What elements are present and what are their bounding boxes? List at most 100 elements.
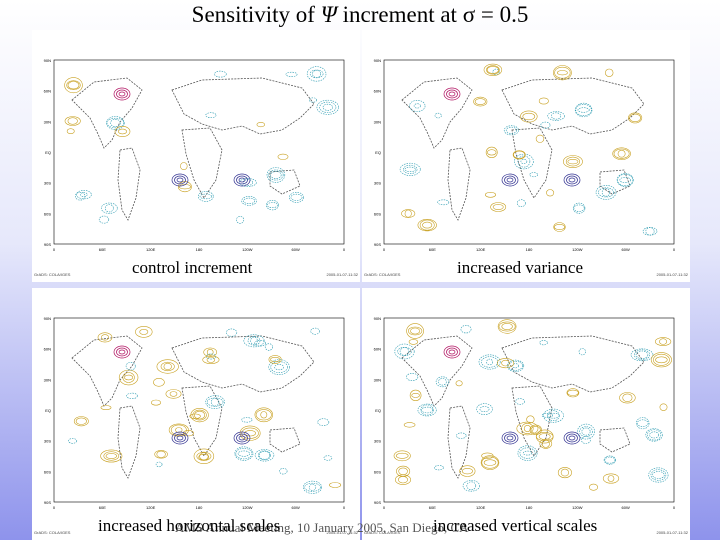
positive-contour [659, 338, 667, 345]
negative-contour [322, 103, 333, 111]
negative-contour [456, 432, 467, 439]
latitude-label: 60N [374, 89, 381, 94]
positive-contour [407, 326, 423, 336]
latitude-label: 60N [44, 347, 51, 352]
continent-outline [501, 335, 645, 393]
negative-contour [254, 449, 275, 462]
positive-contour [461, 468, 473, 475]
longitude-label: 60W [622, 505, 630, 510]
positive-contour [395, 452, 409, 459]
positive-contour [105, 453, 117, 459]
positive-contour [422, 221, 433, 229]
negative-contour [74, 192, 86, 201]
latitude-label: 60S [374, 211, 381, 216]
map-panel-horizontal: 90N 60N 30N EQ 30S 60S 90S 0 60E 120E 180 120W 60W 0 G… [32, 288, 360, 540]
map-frame [383, 317, 675, 503]
negative-contour [409, 100, 426, 112]
negative-contour [516, 199, 526, 207]
negative-contour [268, 359, 290, 375]
positive-contour [206, 348, 214, 356]
positive-contour [617, 149, 626, 158]
negative-contour [258, 450, 272, 461]
continent-outline [117, 405, 141, 479]
positive-contour [512, 150, 526, 160]
positive-contour [521, 423, 534, 435]
strong-contour-centre [171, 173, 189, 187]
positive-contour [73, 416, 89, 427]
negative-contour [517, 155, 531, 168]
negative-contour [601, 188, 611, 197]
positive-contour [602, 473, 620, 484]
longitude-label: 0 [383, 247, 386, 252]
strong-contour-centre [236, 433, 248, 443]
negative-contour [652, 471, 665, 479]
positive-contour [538, 97, 549, 105]
positive-contour [203, 347, 217, 357]
negative-contour [308, 97, 317, 103]
strong-contour-centre [568, 177, 576, 183]
positive-contour [408, 339, 419, 345]
strong-contour-centre [504, 175, 516, 185]
positive-contour [169, 391, 178, 397]
negative-contour [214, 70, 227, 78]
title-prefix: Sensitivity of [191, 2, 315, 27]
positive-contour [530, 426, 541, 434]
latitude-label: 90S [374, 500, 381, 505]
positive-contour [189, 413, 201, 419]
negative-contour [476, 403, 493, 415]
negative-contour [486, 358, 493, 366]
positive-contour [409, 389, 422, 401]
positive-contour [417, 219, 437, 232]
negative-contour [522, 450, 533, 456]
continent-outline [181, 127, 223, 199]
positive-contour [170, 424, 187, 436]
positive-contour [67, 117, 78, 125]
longitude-label: 120W [572, 247, 583, 252]
positive-contour [589, 483, 599, 491]
positive-contour [655, 337, 672, 346]
positive-contour [474, 98, 486, 105]
latitude-label: 90S [374, 242, 381, 247]
continent-outline [117, 147, 141, 221]
negative-contour [402, 164, 418, 174]
negative-contour [572, 202, 586, 214]
longitude-label: 180 [196, 247, 203, 252]
positive-contour [406, 323, 424, 339]
caption-vertical: increased vertical scales [433, 516, 598, 535]
negative-contour [306, 66, 327, 82]
title-middle: increment at [342, 2, 457, 27]
negative-contour [581, 427, 591, 436]
strong-contour-centre [171, 431, 189, 445]
negative-contour [515, 398, 525, 405]
positive-contour [553, 222, 566, 232]
positive-contour [64, 116, 81, 126]
positive-contour [486, 65, 500, 75]
negative-contour [290, 193, 303, 201]
longitude-label: 60W [622, 247, 630, 252]
positive-contour [419, 219, 435, 231]
longitude-label: 180 [526, 505, 533, 510]
positive-contour [526, 415, 535, 424]
positive-contour [557, 467, 572, 479]
positive-contour [254, 407, 274, 423]
negative-contour [478, 354, 501, 370]
positive-contour [401, 209, 416, 218]
latitude-label: 90N [374, 58, 381, 63]
positive-contour [192, 409, 207, 421]
latitude-label: 90N [44, 58, 51, 63]
negative-contour [645, 428, 663, 442]
negative-contour [413, 103, 421, 109]
negative-contour [266, 202, 278, 208]
map-credit-left: GrADS: COLA/IGES [34, 530, 71, 535]
strong-contour-centre [501, 173, 519, 187]
negative-contour [399, 162, 421, 176]
longitude-label: 60W [292, 247, 300, 252]
positive-contour [523, 425, 531, 433]
positive-contour [64, 77, 83, 94]
positive-contour [268, 355, 282, 364]
negative-contour [541, 413, 553, 418]
negative-contour [239, 178, 257, 187]
positive-contour [628, 112, 643, 124]
positive-contour [398, 467, 408, 476]
map-credit-left: GrADS: COLA/IGES [34, 272, 71, 277]
